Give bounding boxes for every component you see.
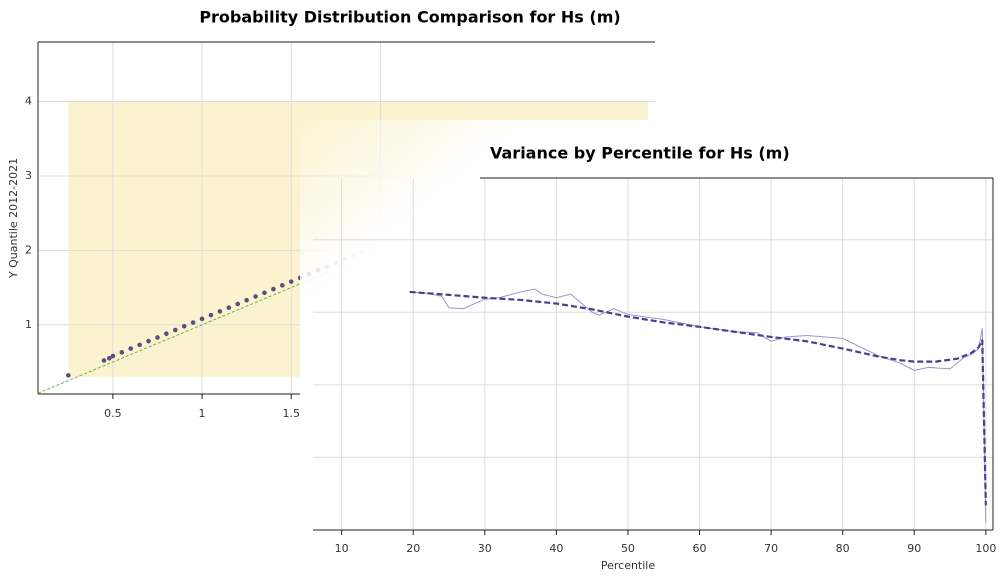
point (226, 305, 232, 310)
point (280, 283, 285, 288)
y-axis-label: Y Quantile 2012-2021 (7, 158, 20, 279)
x-tick-label: 80 (836, 542, 850, 555)
point (137, 342, 142, 348)
x-axis-label: Percentile (601, 559, 656, 572)
x-tick-label: 60 (693, 542, 707, 555)
point (262, 290, 267, 296)
y-tick-label: 3 (25, 169, 32, 182)
x-tick-label: 0.5 (104, 407, 122, 420)
x-tick-label: 1 (199, 407, 206, 420)
point (190, 320, 196, 325)
point (107, 355, 112, 361)
point (244, 297, 249, 303)
point (208, 312, 214, 318)
x-tick-label: 1.5 (282, 407, 300, 420)
point (217, 309, 223, 314)
point (288, 279, 294, 284)
point (119, 350, 125, 355)
point (101, 358, 107, 363)
y-tick-label: 4 (25, 95, 32, 108)
x-tick-label: 50 (621, 542, 635, 555)
x-tick-label: 90 (907, 542, 921, 555)
point (110, 353, 116, 359)
point (128, 346, 134, 351)
x-tick-label: 100 (975, 542, 996, 555)
y-tick-label: 2 (25, 243, 32, 256)
chart-title: Probability Distribution Comparison for … (199, 8, 620, 27)
point (164, 331, 169, 337)
point (66, 373, 71, 378)
point (235, 301, 241, 307)
x-tick-label: 70 (764, 542, 778, 555)
x-tick-label: 20 (406, 542, 420, 555)
point (146, 338, 151, 344)
x-tick-label: 10 (335, 542, 349, 555)
point (155, 335, 160, 340)
x-tick-label: 30 (478, 542, 492, 555)
y-tick-label: 1 (25, 318, 32, 331)
point (253, 294, 258, 299)
point (199, 316, 205, 322)
overlay-panel (300, 120, 1006, 579)
point (181, 323, 187, 329)
point (173, 327, 178, 333)
variance-chart: 10 20 30 40 50 60 70 80 90 100 Percentile Variance … (313, 144, 996, 572)
series-line (409, 290, 987, 506)
chart-title: Variance by Percentile for Hs (m) (490, 144, 790, 163)
point (271, 286, 276, 292)
x-tick-label: 40 (549, 542, 563, 555)
